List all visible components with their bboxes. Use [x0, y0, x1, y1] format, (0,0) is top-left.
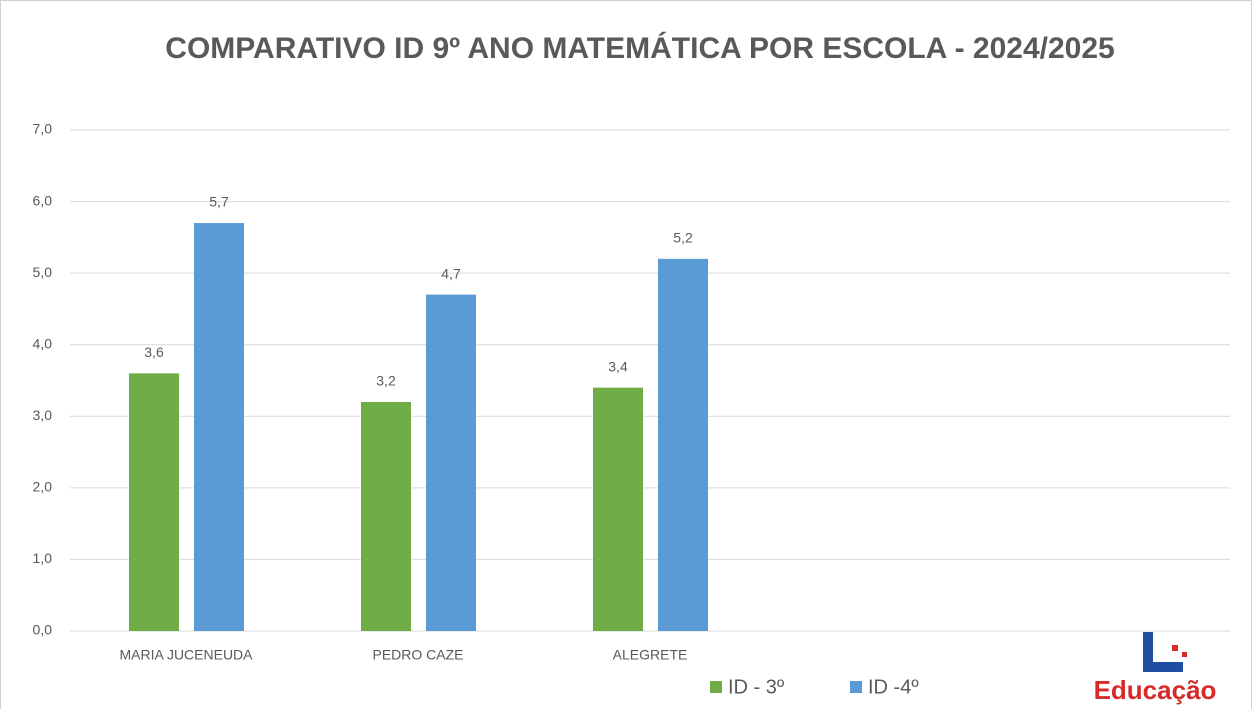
- bar: [593, 387, 643, 631]
- y-tick-label: 6,0: [33, 192, 53, 208]
- legend-label: ID -4º: [868, 676, 919, 698]
- y-tick-label: 3,0: [33, 407, 53, 423]
- data-label: 3,6: [144, 344, 164, 360]
- bar: [361, 401, 411, 631]
- x-tick-label: MARIA JUCENEUDA: [119, 647, 253, 663]
- y-tick-label: 4,0: [33, 335, 53, 351]
- logo: Educação: [1094, 632, 1217, 705]
- y-tick-label: 7,0: [33, 121, 53, 137]
- y-tick-label: 1,0: [33, 550, 53, 566]
- legend-swatch: [850, 681, 862, 693]
- data-label: 3,2: [376, 373, 396, 389]
- logo-dot: [1182, 652, 1187, 657]
- legend-swatch: [710, 681, 722, 693]
- logo-text: Educação: [1094, 675, 1217, 705]
- data-label: 5,7: [209, 194, 229, 210]
- data-label: 5,2: [673, 230, 693, 246]
- bar: [194, 223, 244, 632]
- data-label: 3,4: [608, 358, 628, 374]
- bar: [658, 258, 708, 631]
- bar: [129, 373, 179, 631]
- x-tick-label: PEDRO CAZE: [372, 647, 463, 663]
- data-label: 4,7: [441, 265, 461, 281]
- chart-title: COMPARATIVO ID 9º ANO MATEMÁTICA POR ESC…: [165, 31, 1114, 65]
- bar: [426, 294, 476, 631]
- y-tick-label: 0,0: [33, 622, 53, 638]
- logo-dot: [1172, 645, 1178, 651]
- y-tick-label: 5,0: [33, 264, 53, 280]
- logo-bar: [1143, 632, 1153, 672]
- legend-label: ID - 3º: [728, 676, 785, 698]
- logo-bar: [1153, 662, 1183, 672]
- y-tick-label: 2,0: [33, 479, 53, 495]
- x-tick-label: ALEGRETE: [613, 647, 688, 663]
